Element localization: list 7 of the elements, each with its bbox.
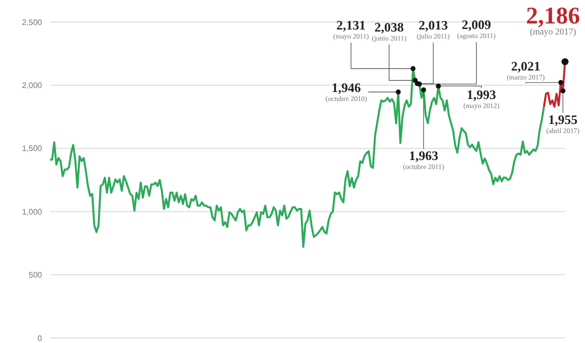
y-tick-label: 1,500: [22, 144, 43, 154]
y-tick-label: 1,000: [22, 207, 43, 216]
y-tick-label: 0: [38, 334, 43, 343]
y-tick-label: 2,000: [22, 81, 43, 90]
y-tick-label: 2,500: [22, 18, 43, 27]
annotation: 2,186 (mayo 2017): [526, 4, 580, 37]
y-tick-label: 500: [28, 270, 43, 280]
